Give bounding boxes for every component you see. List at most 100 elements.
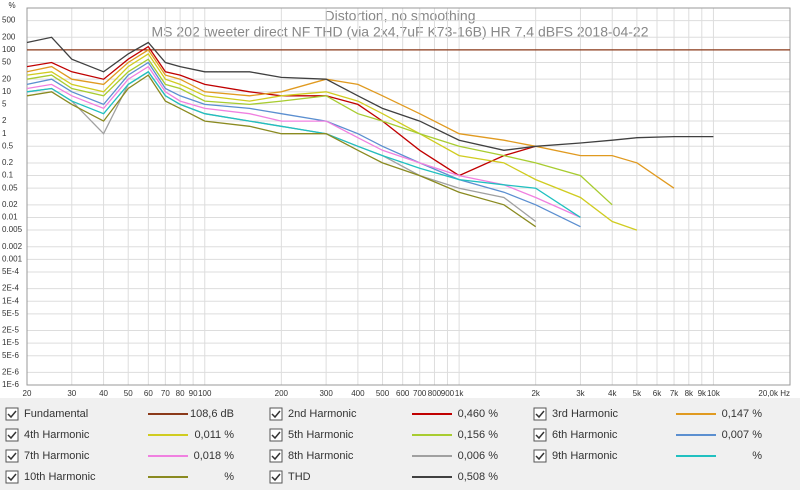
legend-checkbox — [269, 407, 283, 421]
legend-checkmark — [535, 410, 545, 419]
series-line — [26, 70, 581, 218]
legend-checkmark — [271, 473, 281, 482]
legend-panel — [0, 398, 800, 490]
x-tick-label: 10k — [707, 389, 721, 398]
y-tick-label: 1E-6 — [2, 380, 19, 389]
x-tick-label: 1k — [455, 389, 464, 398]
legend-checkbox — [269, 449, 283, 463]
x-tick-label: 40 — [99, 389, 108, 398]
legend-checkmark — [7, 410, 17, 419]
y-tick-label: 50 — [2, 58, 11, 67]
legend-checkbox — [533, 428, 547, 442]
legend-checkmark — [535, 431, 545, 440]
y-tick-label: 0.001 — [2, 254, 23, 263]
y-tick-label: 500 — [2, 16, 16, 25]
x-tick-label: 50 — [124, 389, 133, 398]
legend-checkbox — [5, 449, 19, 463]
y-tick-label: 100 — [2, 45, 16, 54]
series-line — [26, 58, 613, 206]
legend-value: 0,147 % — [722, 408, 763, 420]
y-tick-label: 200 — [2, 32, 16, 41]
legend-label: 3rd Harmonic — [552, 408, 619, 420]
y-tick-label: 5 — [2, 99, 7, 108]
y-tick-label: 0.5 — [2, 141, 14, 150]
y-tick-label: 0.05 — [2, 183, 18, 192]
legend-label: 2nd Harmonic — [288, 408, 357, 420]
x-tick-label: 8k — [685, 389, 694, 398]
legend-label: 5th Harmonic — [288, 429, 354, 441]
legend-checkbox — [269, 470, 283, 484]
legend-checkbox — [5, 470, 19, 484]
y-tick-label: 0.2 — [2, 158, 14, 167]
legend-checkbox — [269, 428, 283, 442]
legend-value: 0,011 % — [194, 429, 234, 441]
legend-checkmark — [7, 452, 17, 461]
y-tick-label: 5E-5 — [2, 309, 19, 318]
series-line — [26, 45, 536, 177]
plot-frame — [26, 7, 791, 386]
y-tick-label: 2E-4 — [2, 284, 19, 293]
x-tick-label: 700 — [413, 389, 427, 398]
x-tick-label: 20 — [23, 389, 32, 398]
x-tick-label: 80 — [176, 389, 185, 398]
x-tick-label: 30 — [67, 389, 76, 398]
legend-label: Fundamental — [24, 408, 88, 420]
x-tick-label: 200 — [275, 389, 289, 398]
x-tick-label: 9k — [698, 389, 707, 398]
y-tick-label: 0.005 — [2, 225, 23, 234]
legend-label: THD — [288, 471, 311, 483]
y-tick-label: 0.1 — [2, 171, 14, 180]
legend-value: % — [224, 471, 234, 483]
legend-value: 0,006 % — [458, 450, 499, 462]
y-tick-label: 0.01 — [2, 213, 18, 222]
x-tick-label: 4k — [608, 389, 617, 398]
y-tick-label: 0.02 — [2, 200, 18, 209]
y-tick-label: 2E-6 — [2, 367, 19, 376]
x-tick-label: 70 — [161, 389, 170, 398]
legend-checkmark — [271, 452, 281, 461]
x-tick-label: 100 — [198, 389, 212, 398]
x-tick-label: 500 — [376, 389, 390, 398]
x-tick-label: 90 — [189, 389, 198, 398]
legend-checkmark — [271, 431, 281, 440]
legend-checkmark — [271, 410, 281, 419]
series-line — [26, 65, 581, 218]
y-tick-label: 2E-5 — [2, 326, 19, 335]
legend-checkbox — [5, 428, 19, 442]
y-tick-label: 0.002 — [2, 242, 23, 251]
legend-label: 8th Harmonic — [288, 450, 354, 462]
legend-value: 0,156 % — [458, 429, 499, 441]
x-tick-label: 600 — [396, 389, 410, 398]
legend-label: 6th Harmonic — [552, 429, 618, 441]
x-tick-label: 20,0k Hz — [758, 389, 790, 398]
legend-value: 0,508 % — [458, 471, 499, 483]
x-tick-label: 300 — [319, 389, 333, 398]
x-tick-label: 7k — [670, 389, 679, 398]
y-tick-label: 5E-4 — [2, 267, 19, 276]
legend-value: 0,018 % — [194, 450, 235, 462]
legend-checkbox — [533, 449, 547, 463]
series-line — [26, 49, 675, 189]
legend-checkmark — [535, 452, 545, 461]
legend-label: 4th Harmonic — [24, 429, 90, 441]
legend-label: 7th Harmonic — [24, 450, 90, 462]
x-tick-label: 3k — [576, 389, 585, 398]
x-tick-label: 900 — [441, 389, 455, 398]
legend-checkbox — [5, 407, 19, 421]
y-tick-label: 20 — [2, 74, 11, 83]
series-line — [26, 74, 537, 228]
legend-checkbox — [533, 407, 547, 421]
x-tick-label: 400 — [351, 389, 365, 398]
x-tick-label: 6k — [653, 389, 662, 398]
y-axis-label: % — [8, 1, 15, 10]
chart-subtitle: MS 202 tweeter direct NF THD (via 2x4,7u… — [152, 24, 649, 40]
y-tick-label: 1E-5 — [2, 338, 19, 347]
series-line — [26, 36, 714, 151]
x-tick-label: 5k — [633, 389, 642, 398]
x-tick-label: 2k — [531, 389, 540, 398]
y-tick-label: 10 — [2, 87, 11, 96]
series-line — [26, 53, 638, 231]
y-tick-label: 1 — [2, 129, 7, 138]
legend-checkmark — [7, 431, 17, 440]
